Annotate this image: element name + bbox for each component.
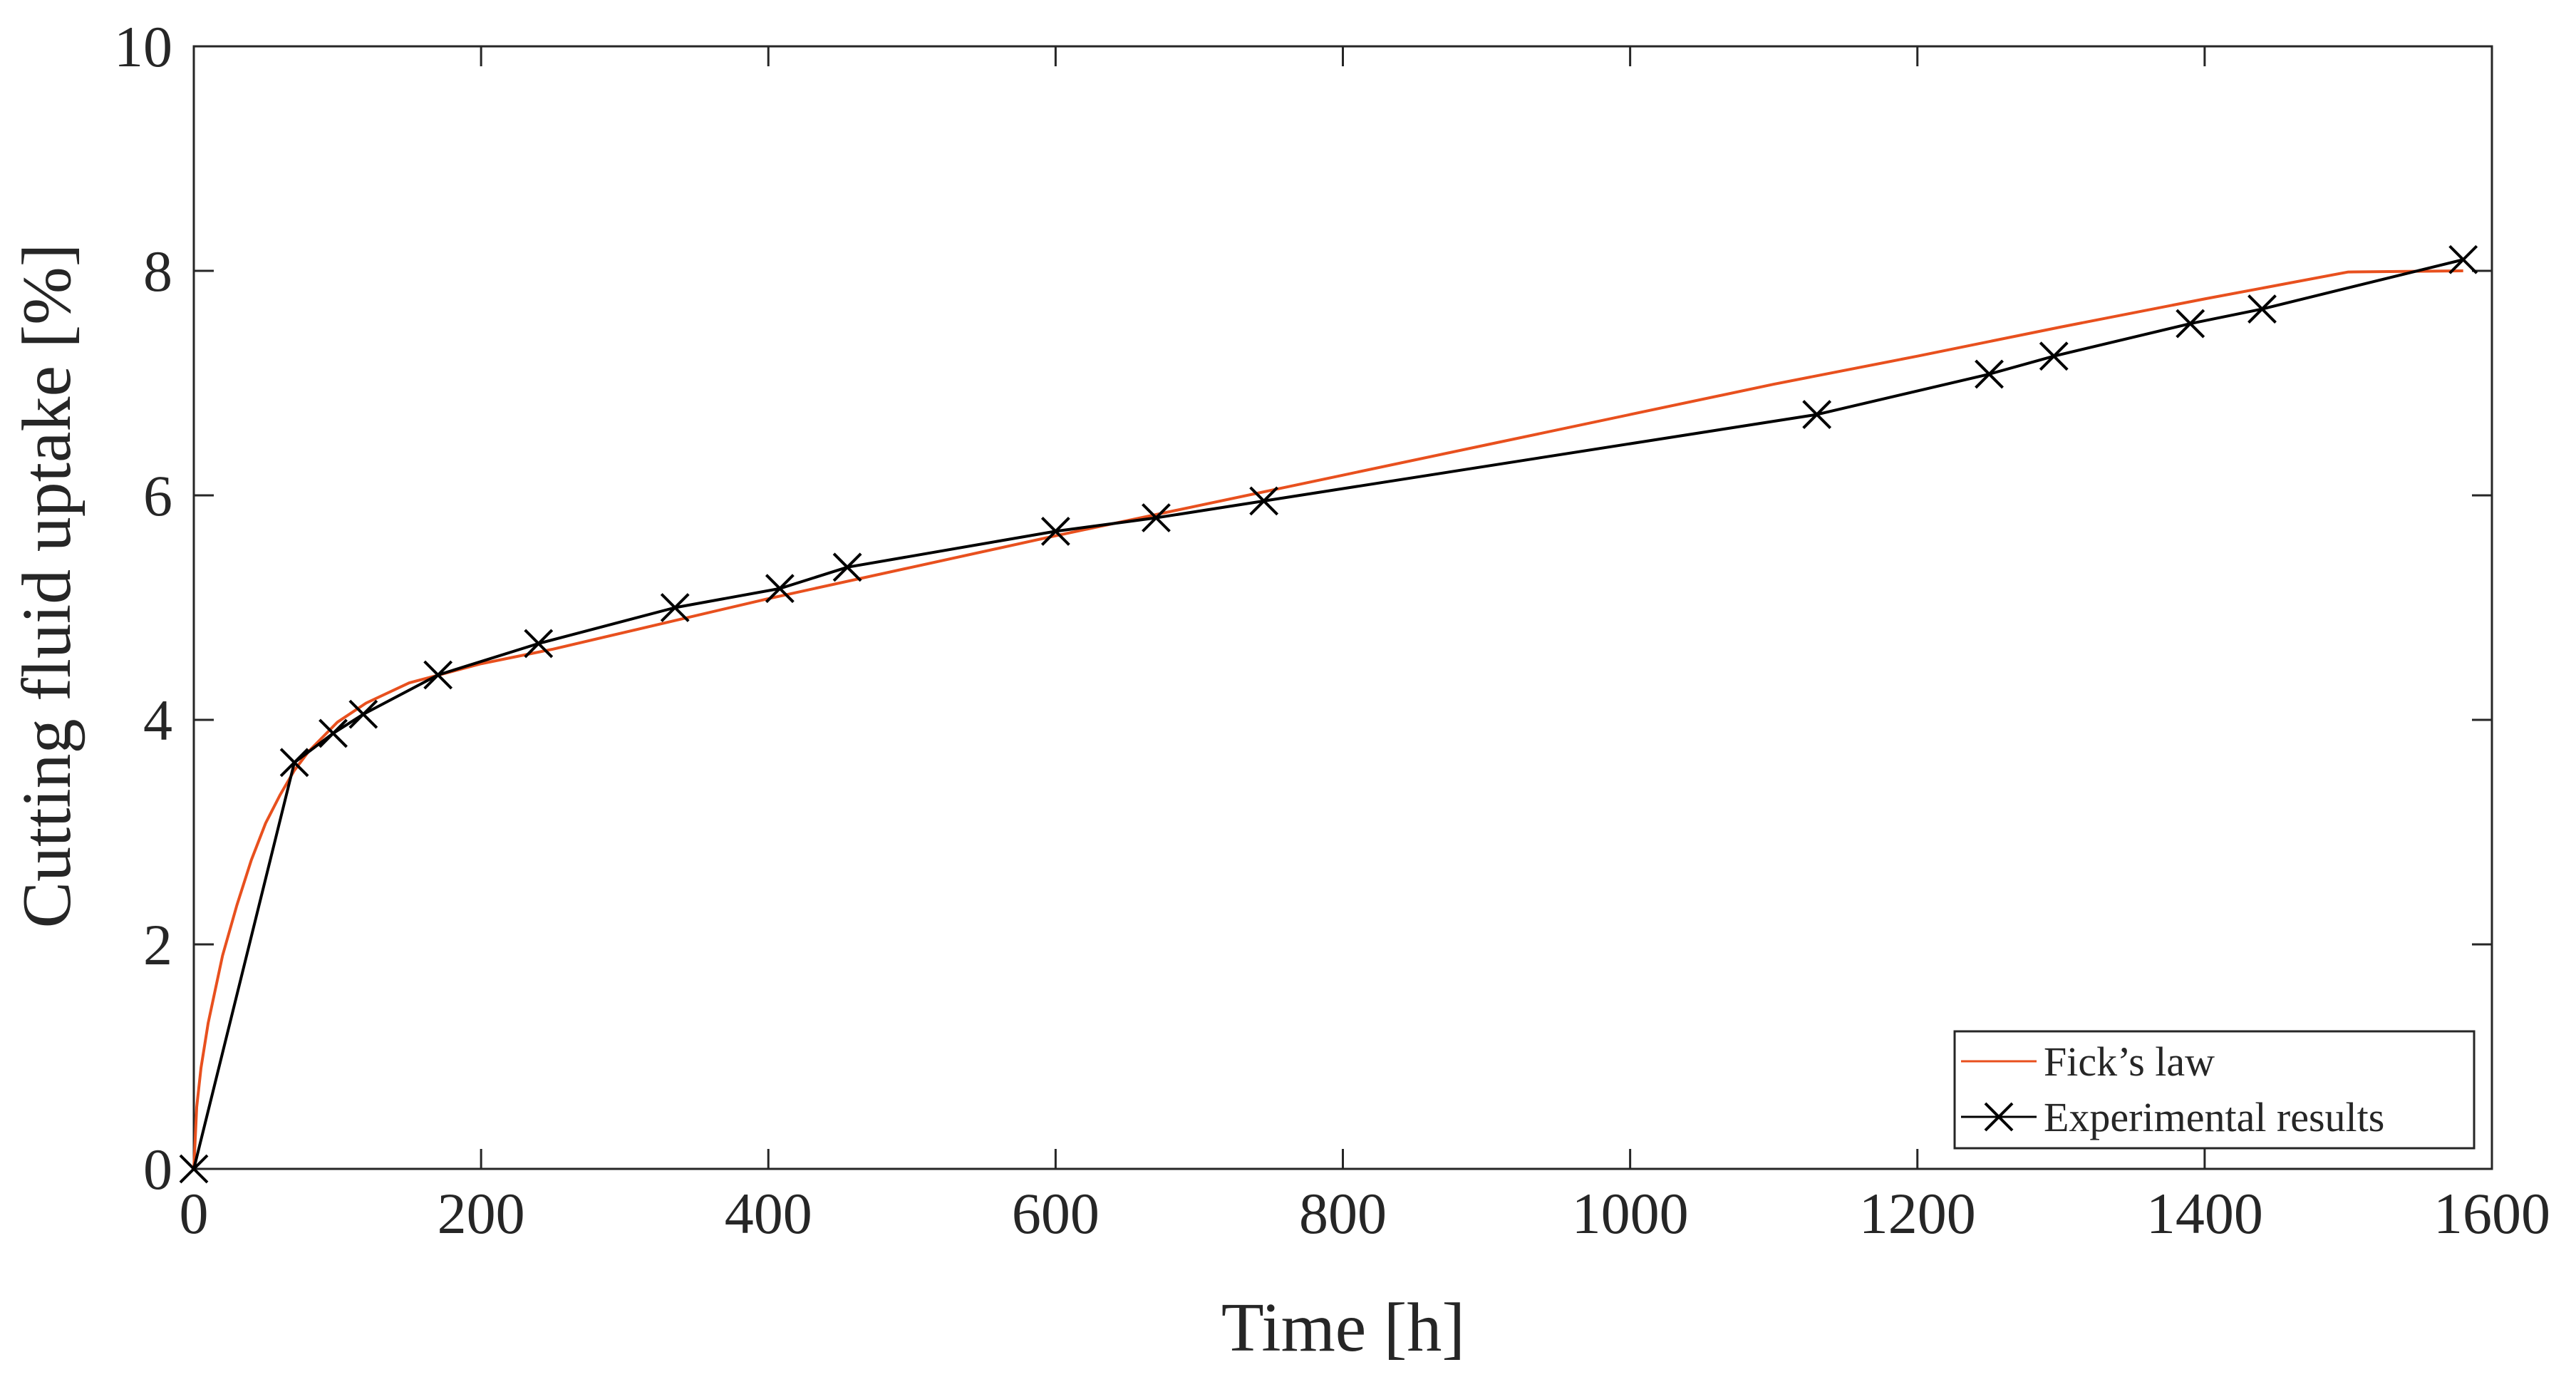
- experimental-data-point: [524, 629, 554, 659]
- experimental-data-point-stroke-b: [1249, 486, 1279, 516]
- experimental-data-point-stroke-b: [179, 1154, 209, 1184]
- x-tick-label: 1200: [1859, 1181, 1976, 1246]
- experimental-data-point: [2448, 244, 2478, 274]
- experimental-data-point-stroke-b: [279, 748, 309, 778]
- experimental-data-point-stroke-b: [319, 718, 348, 748]
- y-tick-label: 0: [143, 1137, 172, 1202]
- x-axis-label: Time [h]: [1221, 1289, 1465, 1366]
- x-tick-label: 600: [1012, 1181, 1100, 1246]
- legend-experimental-label: Experimental results: [2044, 1094, 2384, 1140]
- experimental-data-point: [1142, 503, 1171, 532]
- experimental-data-point: [2039, 341, 2069, 371]
- x-tick-label: 200: [438, 1181, 525, 1246]
- experimental-data-point-stroke-b: [1975, 359, 2004, 389]
- y-tick-label: 4: [143, 688, 172, 753]
- legend-x-marker-stroke-b: [1984, 1102, 2014, 1132]
- experimental-data-point: [2176, 309, 2205, 339]
- experimental-data-point: [1040, 516, 1070, 546]
- experimental-data-point-stroke-b: [348, 699, 378, 729]
- legend-experimental-marker: [1984, 1102, 2014, 1132]
- x-tick-label: 1000: [1572, 1181, 1689, 1246]
- experimental-data-point-stroke-b: [524, 629, 554, 659]
- experimental-data-point-stroke-b: [765, 574, 795, 604]
- ticks: 0 200 400 600 800 1000 1200 1400 1600 0 2 4 6 8 10: [114, 14, 2550, 1246]
- experimental-data-point-stroke-b: [1142, 503, 1171, 532]
- legend-box: [1953, 1030, 2476, 1150]
- experimental-data-point-stroke-b: [2039, 341, 2069, 371]
- experimental-data-point-stroke-b: [832, 552, 862, 582]
- y-tick-label: 6: [143, 463, 172, 528]
- legend-fick-label: Fick’s law: [2044, 1038, 2215, 1085]
- x-tick-label: 1600: [2433, 1181, 2550, 1246]
- experimental-data-point: [2247, 294, 2277, 324]
- experimental-data-point-stroke-b: [2448, 244, 2478, 274]
- experimental-data-point: [279, 748, 309, 778]
- experimental-data-point: [1802, 400, 1832, 430]
- y-axis-label: Cutting fluid uptake [%]: [9, 244, 86, 929]
- x-tick-label: 0: [180, 1181, 209, 1246]
- experimental-data-point: [660, 593, 690, 622]
- experimental-data-point: [348, 699, 378, 729]
- x-tick-label: 400: [725, 1181, 812, 1246]
- experimental-data-point-stroke-b: [660, 593, 690, 622]
- series: [179, 244, 2478, 1184]
- experimental-data-point-stroke-b: [1802, 400, 1832, 430]
- y-tick-label: 2: [143, 912, 172, 977]
- experimental-data-point: [765, 574, 795, 604]
- experimental-data-point-stroke-b: [423, 660, 453, 690]
- experimental-data-point: [423, 660, 453, 690]
- legend: Fick’s law Experimental results: [1953, 1030, 2476, 1150]
- experimental-data-point: [1249, 486, 1279, 516]
- experimental-data-point: [179, 1154, 209, 1184]
- experimental-data-point-stroke-b: [2247, 294, 2277, 324]
- experimental-data-point: [319, 718, 348, 748]
- series-fick-line: [192, 269, 2463, 1170]
- experimental-data-point: [832, 552, 862, 582]
- experimental-data-point-stroke-b: [1040, 516, 1070, 546]
- x-tick-label: 1400: [2146, 1181, 2263, 1246]
- legend-x-marker: [1984, 1102, 2014, 1132]
- experimental-data-point-stroke-b: [2176, 309, 2205, 339]
- y-tick-label: 10: [114, 14, 172, 79]
- experimental-data-point: [1975, 359, 2004, 389]
- x-tick-label: 800: [1299, 1181, 1387, 1246]
- y-tick-label: 8: [143, 239, 172, 304]
